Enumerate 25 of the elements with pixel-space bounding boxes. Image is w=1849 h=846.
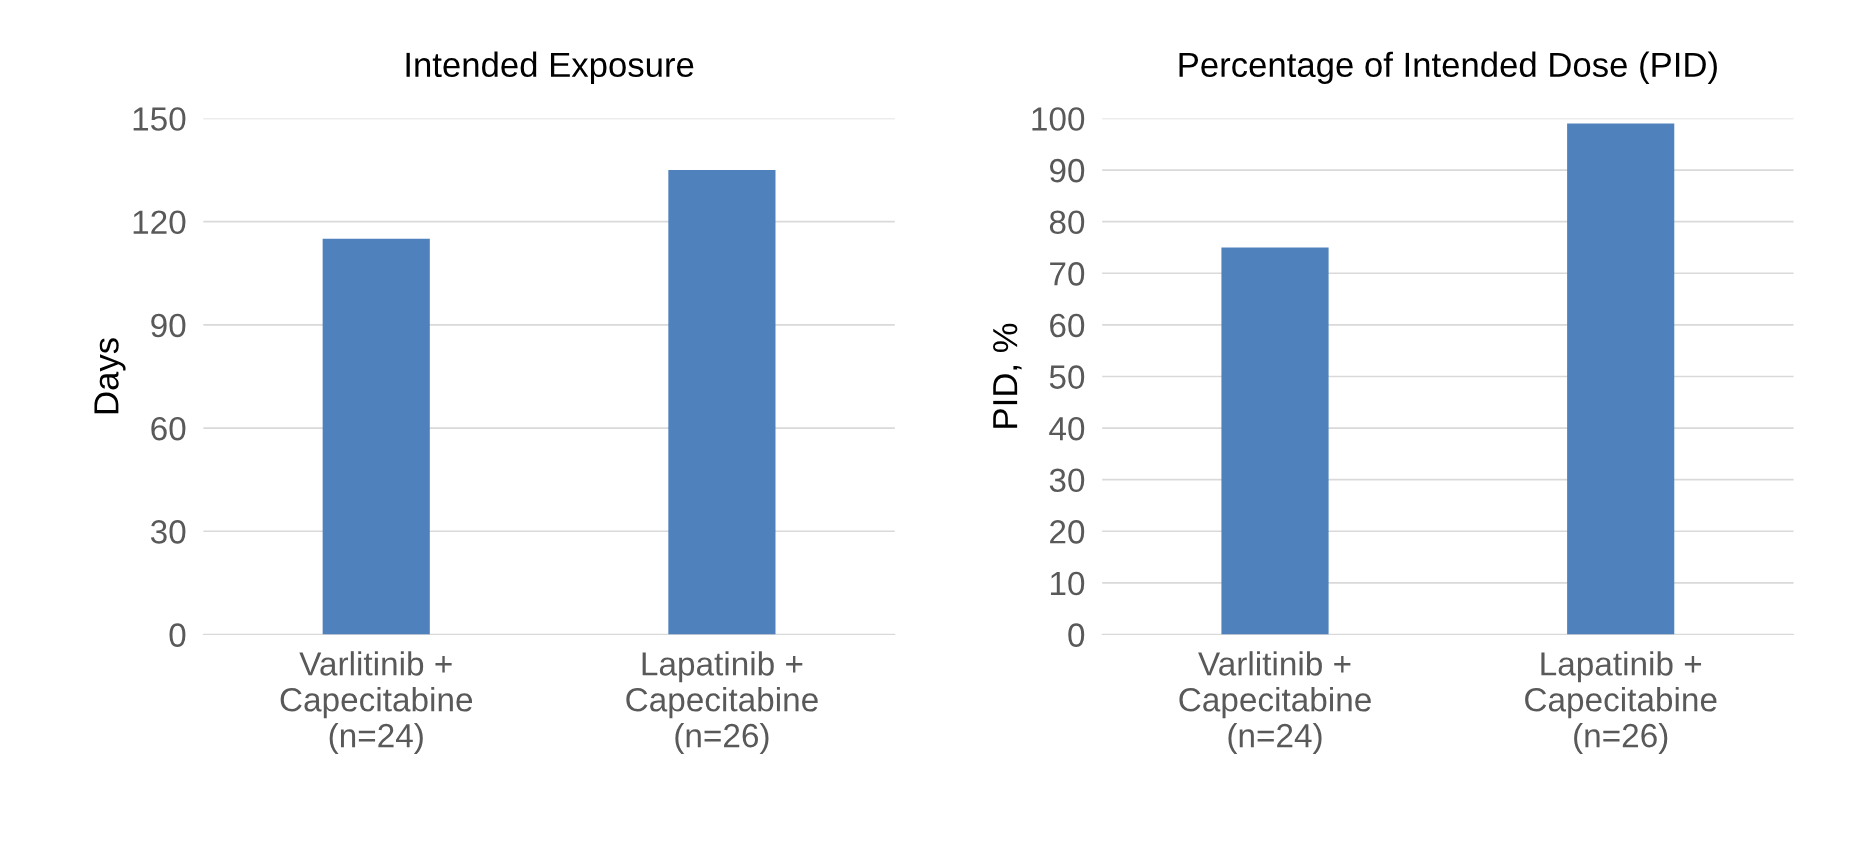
y-tick-label: 90 xyxy=(1049,158,1085,183)
x-tick-label: Lapatinib + Capecitabine (n=26) xyxy=(626,651,818,755)
y-tick-label: 30 xyxy=(150,520,186,544)
y-tick-label: 60 xyxy=(151,416,186,441)
chart-title: Intended Exposure xyxy=(406,51,694,84)
x-tick-label: Lapatinib + Capecitabine (n=26) xyxy=(1525,651,1717,755)
y-axis-title: Days xyxy=(94,338,126,414)
y-tick-label: 0 xyxy=(169,623,186,647)
y-axis-title: PID, % xyxy=(993,323,1022,428)
x-tick-label: Varlitinib + Capecitabine (n=24) xyxy=(280,651,473,755)
y-tick-label: 100 xyxy=(1032,107,1085,131)
y-tick-label: 90 xyxy=(151,313,186,338)
y-tick-label: 80 xyxy=(1049,210,1085,235)
y-tick-label: 50 xyxy=(1049,365,1085,389)
y-tick-label: 150 xyxy=(133,107,186,131)
y-tick-label: 60 xyxy=(1050,313,1085,338)
y-tick-label: 40 xyxy=(1049,416,1085,441)
y-tick-label: 30 xyxy=(1049,468,1085,493)
x-tick-label: Varlitinib + Capecitabine (n=24) xyxy=(1179,651,1371,755)
y-tick-label: 20 xyxy=(1050,520,1085,544)
y-tick-label: 10 xyxy=(1050,571,1085,596)
chart-title: Percentage of Intended Dose (PID) xyxy=(1179,51,1717,84)
y-tick-label: 70 xyxy=(1050,262,1085,286)
y-tick-label: 0 xyxy=(1068,623,1085,647)
y-tick-label: 120 xyxy=(133,210,186,235)
